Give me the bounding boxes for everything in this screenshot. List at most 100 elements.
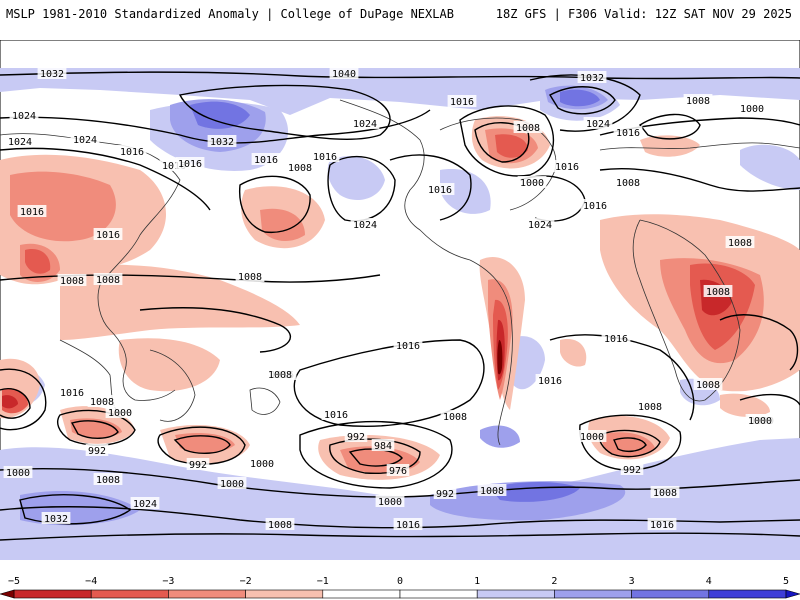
- colorbar-segment: [13, 589, 92, 599]
- isobar-label: 1024: [73, 135, 97, 146]
- isobar-label: 1000: [250, 459, 274, 470]
- isobar-label: 1016: [313, 152, 337, 163]
- isobar-label-bg: [207, 135, 237, 147]
- isobar-label-bg: [737, 102, 767, 114]
- isobar-label-bg: [650, 486, 680, 498]
- isobar-label: 1016: [396, 341, 420, 352]
- colorbar-segment: [476, 589, 555, 599]
- colorbar-segment: [554, 589, 632, 599]
- isobar-label-bg: [371, 439, 395, 451]
- isobar-label-bg: [577, 71, 607, 83]
- colorbar-tick-label: −1: [317, 576, 329, 587]
- isobar-label: 1032: [580, 73, 604, 84]
- isobar-label-bg: [703, 285, 733, 297]
- isobar-label: 992: [436, 489, 454, 500]
- isobar-label-bg: [41, 512, 71, 524]
- isobar-label: 992: [88, 446, 106, 457]
- isobar-label-bg: [393, 339, 423, 351]
- isobar-label-bg: [535, 374, 565, 386]
- isobar-label: 1008: [443, 412, 467, 423]
- isobar-label-bg: [93, 473, 123, 485]
- isobar-label: 1032: [40, 69, 64, 80]
- isobar-label: 1008: [60, 276, 84, 287]
- colorbar-tick-label: −3: [162, 576, 174, 587]
- header-bar: MSLP 1981-2010 Standardized Anomaly | Co…: [0, 0, 800, 30]
- isobar-label-bg: [433, 487, 457, 499]
- isobar-label-bg: [3, 466, 33, 478]
- isobar-label: 1000: [220, 479, 244, 490]
- isobar-label: 1024: [12, 111, 36, 122]
- isobar-label: 1008: [288, 163, 312, 174]
- isobar-label: 1016: [396, 520, 420, 531]
- isobar-label: 1016: [616, 128, 640, 139]
- isobar-label: 1016: [254, 155, 278, 166]
- colorbar-tick-label: −2: [240, 576, 252, 587]
- isobar-label-bg: [57, 274, 87, 286]
- isobar-label: 1008: [728, 238, 752, 249]
- colorbar-segment: [168, 589, 246, 599]
- colorbar-segment: [631, 589, 710, 599]
- isobar-label: 1008: [96, 475, 120, 486]
- colorbar-tick-label: 0: [397, 576, 403, 587]
- colorbar-segment: [399, 589, 478, 599]
- isobar-label-bg: [247, 457, 277, 469]
- run-valid-time: 18Z GFS | F306 Valid: 12Z SAT NOV 29 202…: [495, 7, 792, 21]
- isobar-label-bg: [350, 218, 380, 230]
- isobar-label-bg: [517, 176, 547, 188]
- isobar-label: 1032: [210, 137, 234, 148]
- isobar-label: 1008: [653, 488, 677, 499]
- isobar-label-bg: [613, 176, 643, 188]
- isobar-label-bg: [265, 518, 295, 530]
- isobar-label: 1024: [133, 499, 157, 510]
- isobar-label-bg: [321, 408, 351, 420]
- isobar-label: 1016: [178, 159, 202, 170]
- isobar-label: 1008: [706, 287, 730, 298]
- isobar-label: 1008: [96, 275, 120, 286]
- isobar-label-bg: [386, 464, 410, 476]
- isobar-label: 1008: [90, 397, 114, 408]
- isobar-label: 984: [374, 441, 392, 452]
- isobar-label-bg: [583, 117, 613, 129]
- isobar-label-bg: [87, 395, 117, 407]
- isobar-label: 1008: [616, 178, 640, 189]
- isobar-label-bg: [130, 497, 160, 509]
- colorbar-ticks: −5 −4 −3 −2 −1 0 1 2 3 4 5: [8, 576, 789, 587]
- colorbar-tick-label: 5: [783, 576, 789, 587]
- isobar-label-bg: [477, 484, 507, 496]
- isobar-label-bg: [310, 150, 340, 162]
- isobar-label: 976: [389, 466, 407, 477]
- isobar-label: 1000: [748, 416, 772, 427]
- colorbar: −5 −4 −3 −2 −1 0 1 2 3 4 5: [0, 576, 800, 599]
- isobar-label-bg: [265, 368, 295, 380]
- isobar-label-bg: [251, 153, 281, 165]
- isobar-label-bg: [117, 145, 147, 157]
- isobar-label-bg: [375, 495, 405, 507]
- isobar-label: 1000: [378, 497, 402, 508]
- isobar-label-bg: [745, 414, 775, 426]
- isobar-label-bg: [577, 430, 607, 442]
- isobar-label-bg: [580, 199, 610, 211]
- isobar-label: 1016: [96, 230, 120, 241]
- isobar-label-bg: [93, 273, 123, 285]
- isobar-label: 1040: [332, 69, 356, 80]
- isobar-label-bg: [105, 406, 135, 418]
- isobar-label: 1008: [516, 123, 540, 134]
- isobar-label: 1016: [650, 520, 674, 531]
- colorbar-segment: [90, 589, 169, 599]
- colorbar-swatches: [0, 589, 800, 599]
- isobar-label-bg: [17, 205, 47, 217]
- isobar-label-bg: [601, 332, 631, 344]
- isobar-label: 1016: [604, 334, 628, 345]
- isobar-label: 1008: [268, 520, 292, 531]
- colorbar-max-extend: [785, 589, 800, 599]
- colorbar-segment: [245, 589, 324, 599]
- isobar-label-bg: [440, 410, 470, 422]
- isobar-labels: 1032 1040 1032 1016 1024 1032 1024 1016 1024 1016…: [3, 67, 777, 531]
- isobar-label: 1000: [6, 468, 30, 479]
- isobar-label-bg: [93, 228, 123, 240]
- isobar-label-bg: [725, 236, 755, 248]
- isobar-label: 1016: [162, 161, 186, 172]
- isobar-label-bg: [235, 270, 265, 282]
- isobar-label-bg: [635, 400, 665, 412]
- isobar-label-bg: [620, 463, 644, 475]
